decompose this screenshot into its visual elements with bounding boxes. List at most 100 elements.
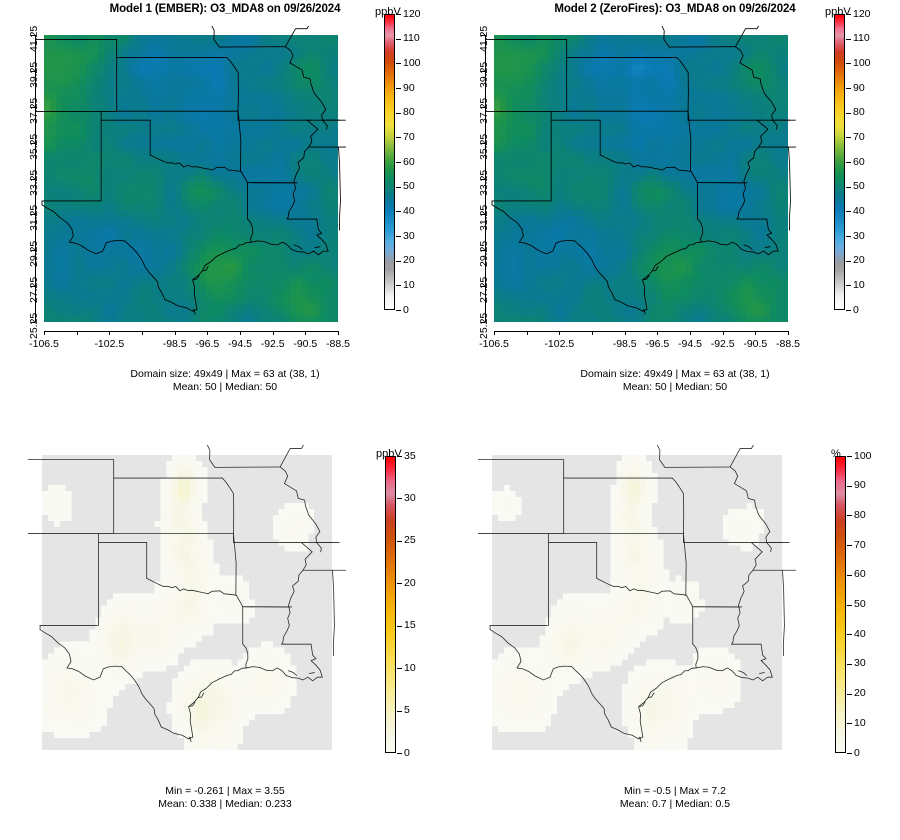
x-axis-tick xyxy=(76,331,78,335)
x-axis-label: -98.5 xyxy=(612,338,637,350)
colorbar-tick xyxy=(846,14,851,15)
x-axis-tick xyxy=(240,331,241,335)
y-axis-label: 31.25 xyxy=(28,205,40,232)
colorbar-tick-label: 70 xyxy=(403,130,415,143)
colorbar-tick xyxy=(847,634,852,636)
colorbar-tick xyxy=(846,38,851,40)
x-axis-label: -92.5 xyxy=(710,338,735,350)
colorbar[interactable]: ppbV 0 10 20 30 40 50 60 70 80 90 100 110 120 xyxy=(825,6,894,342)
x-axis-label: -102.5 xyxy=(94,338,125,350)
colorbar-tick xyxy=(397,710,402,712)
colorbar-tick-label: 60 xyxy=(853,155,865,168)
colorbar-tick xyxy=(396,63,401,65)
colorbar-tick-label: 80 xyxy=(854,508,866,521)
colorbar-tick xyxy=(847,574,852,576)
panel-model2: Model 2 (ZeroFires): O3_MDA8 on 09/26/20… xyxy=(450,0,900,420)
y-axis-tick xyxy=(481,35,485,36)
x-axis-tick xyxy=(305,331,307,335)
x-axis-tick xyxy=(142,331,143,335)
colorbar-tick xyxy=(846,137,851,139)
colorbar-tick xyxy=(397,498,402,500)
colorbar-gradient[interactable] xyxy=(835,456,846,753)
colorbar-tick-label: 110 xyxy=(403,32,420,45)
colorbar-tick xyxy=(847,515,852,517)
x-axis-tick xyxy=(657,331,659,335)
x-axis-tick xyxy=(559,331,561,335)
colorbar-tick-label: 90 xyxy=(854,479,866,492)
map-plot-area[interactable] xyxy=(36,26,346,331)
colorbar-tick-label: 120 xyxy=(403,7,421,20)
x-axis-tick xyxy=(272,331,274,335)
colorbar-tick xyxy=(396,88,401,89)
colorbar-tick xyxy=(846,186,851,188)
colorbar-tick xyxy=(847,545,852,547)
heatmap-image xyxy=(492,455,782,750)
colorbar-tick-label: 80 xyxy=(853,106,865,119)
y-axis-tick xyxy=(481,286,485,288)
x-axis-line xyxy=(494,331,788,332)
map-plot-area[interactable] xyxy=(478,445,796,760)
colorbar-tick-label: 70 xyxy=(853,130,865,143)
colorbar-gradient[interactable] xyxy=(834,14,845,310)
colorbar-tick xyxy=(847,723,852,725)
colorbar-tick-label: 20 xyxy=(403,254,415,267)
y-axis-label: 37.25 xyxy=(28,97,40,124)
colorbar-tick xyxy=(397,668,402,670)
map-plot-area[interactable] xyxy=(486,26,796,331)
colorbar-tick-label: 30 xyxy=(403,229,415,242)
colorbar[interactable]: % 0 10 20 30 40 50 60 70 80 90 100 xyxy=(831,448,895,785)
colorbar-tick-label: 10 xyxy=(404,661,416,674)
colorbar-tick xyxy=(396,310,401,311)
panel-stats: Min = -0.261 | Max = 3.55 Mean: 0.338 | M… xyxy=(0,785,450,810)
x-axis-label: -88.5 xyxy=(776,338,800,350)
colorbar-tick-label: 30 xyxy=(854,657,866,670)
y-axis-tick xyxy=(31,142,35,144)
x-axis-label: -96.5 xyxy=(645,338,670,350)
y-axis-tick xyxy=(481,70,485,72)
colorbar-tick-label: 20 xyxy=(853,254,865,267)
colorbar-tick xyxy=(397,540,402,542)
y-axis-tick xyxy=(481,322,485,323)
colorbar-tick xyxy=(847,604,852,606)
stats-line-1: Domain size: 49x49 | Max = 63 at (38, 1) xyxy=(580,368,770,380)
colorbar-tick xyxy=(396,236,401,237)
x-axis-label: -94.5 xyxy=(228,338,252,350)
y-axis-label: 27.25 xyxy=(478,276,490,304)
colorbar-tick xyxy=(396,14,401,15)
colorbar[interactable]: ppbV 0 5 10 15 20 25 30 35 xyxy=(376,448,445,785)
colorbar-tick-label: 40 xyxy=(854,627,866,640)
colorbar-tick-label: 10 xyxy=(854,716,866,729)
y-axis-tick xyxy=(481,250,485,252)
colorbar-gradient[interactable] xyxy=(385,456,396,753)
colorbar-tick-label: 10 xyxy=(853,278,865,291)
colorbar-gradient[interactable] xyxy=(384,14,395,310)
x-axis-label: -106.5 xyxy=(29,338,59,350)
colorbar-tick xyxy=(847,485,852,487)
colorbar-tick-label: 40 xyxy=(403,204,415,217)
x-axis-tick xyxy=(722,331,724,335)
x-axis-tick xyxy=(109,331,111,335)
colorbar-tick-label: 35 xyxy=(404,449,416,462)
colorbar[interactable]: ppbV 0 10 20 30 40 50 60 70 80 90 100 110 120 xyxy=(375,6,444,342)
y-axis-tick xyxy=(481,106,485,108)
x-axis-tick xyxy=(788,331,789,335)
y-axis-label: 27.25 xyxy=(28,276,40,304)
colorbar-tick-label: 110 xyxy=(853,32,870,45)
colorbar-tick-label: 0 xyxy=(404,746,410,759)
colorbar-tick-label: 70 xyxy=(854,538,866,551)
stats-line-1: Min = -0.261 | Max = 3.55 xyxy=(165,785,285,797)
colorbar-tick xyxy=(397,456,402,457)
y-axis-label: 33.25 xyxy=(28,169,40,196)
colorbar-tick xyxy=(396,285,401,287)
colorbar-tick-label: 90 xyxy=(853,81,865,94)
colorbar-tick-label: 100 xyxy=(853,56,871,69)
panel-difference: Model 1 - Model 2: O3_MDA8 Min = -0.261 … xyxy=(0,420,450,840)
stats-line-2: Mean: 0.7 | Median: 0.5 xyxy=(619,797,731,810)
colorbar-tick xyxy=(396,38,401,40)
stats-line-1: Min = -0.5 | Max = 7.2 xyxy=(624,785,726,797)
colorbar-tick xyxy=(846,88,851,89)
map-plot-area[interactable] xyxy=(28,445,346,760)
colorbar-tick-label: 60 xyxy=(854,568,866,581)
colorbar-tick-label: 50 xyxy=(854,598,866,610)
panel-model1: Model 1 (EMBER): O3_MDA8 on 09/26/2024 -… xyxy=(0,0,450,420)
